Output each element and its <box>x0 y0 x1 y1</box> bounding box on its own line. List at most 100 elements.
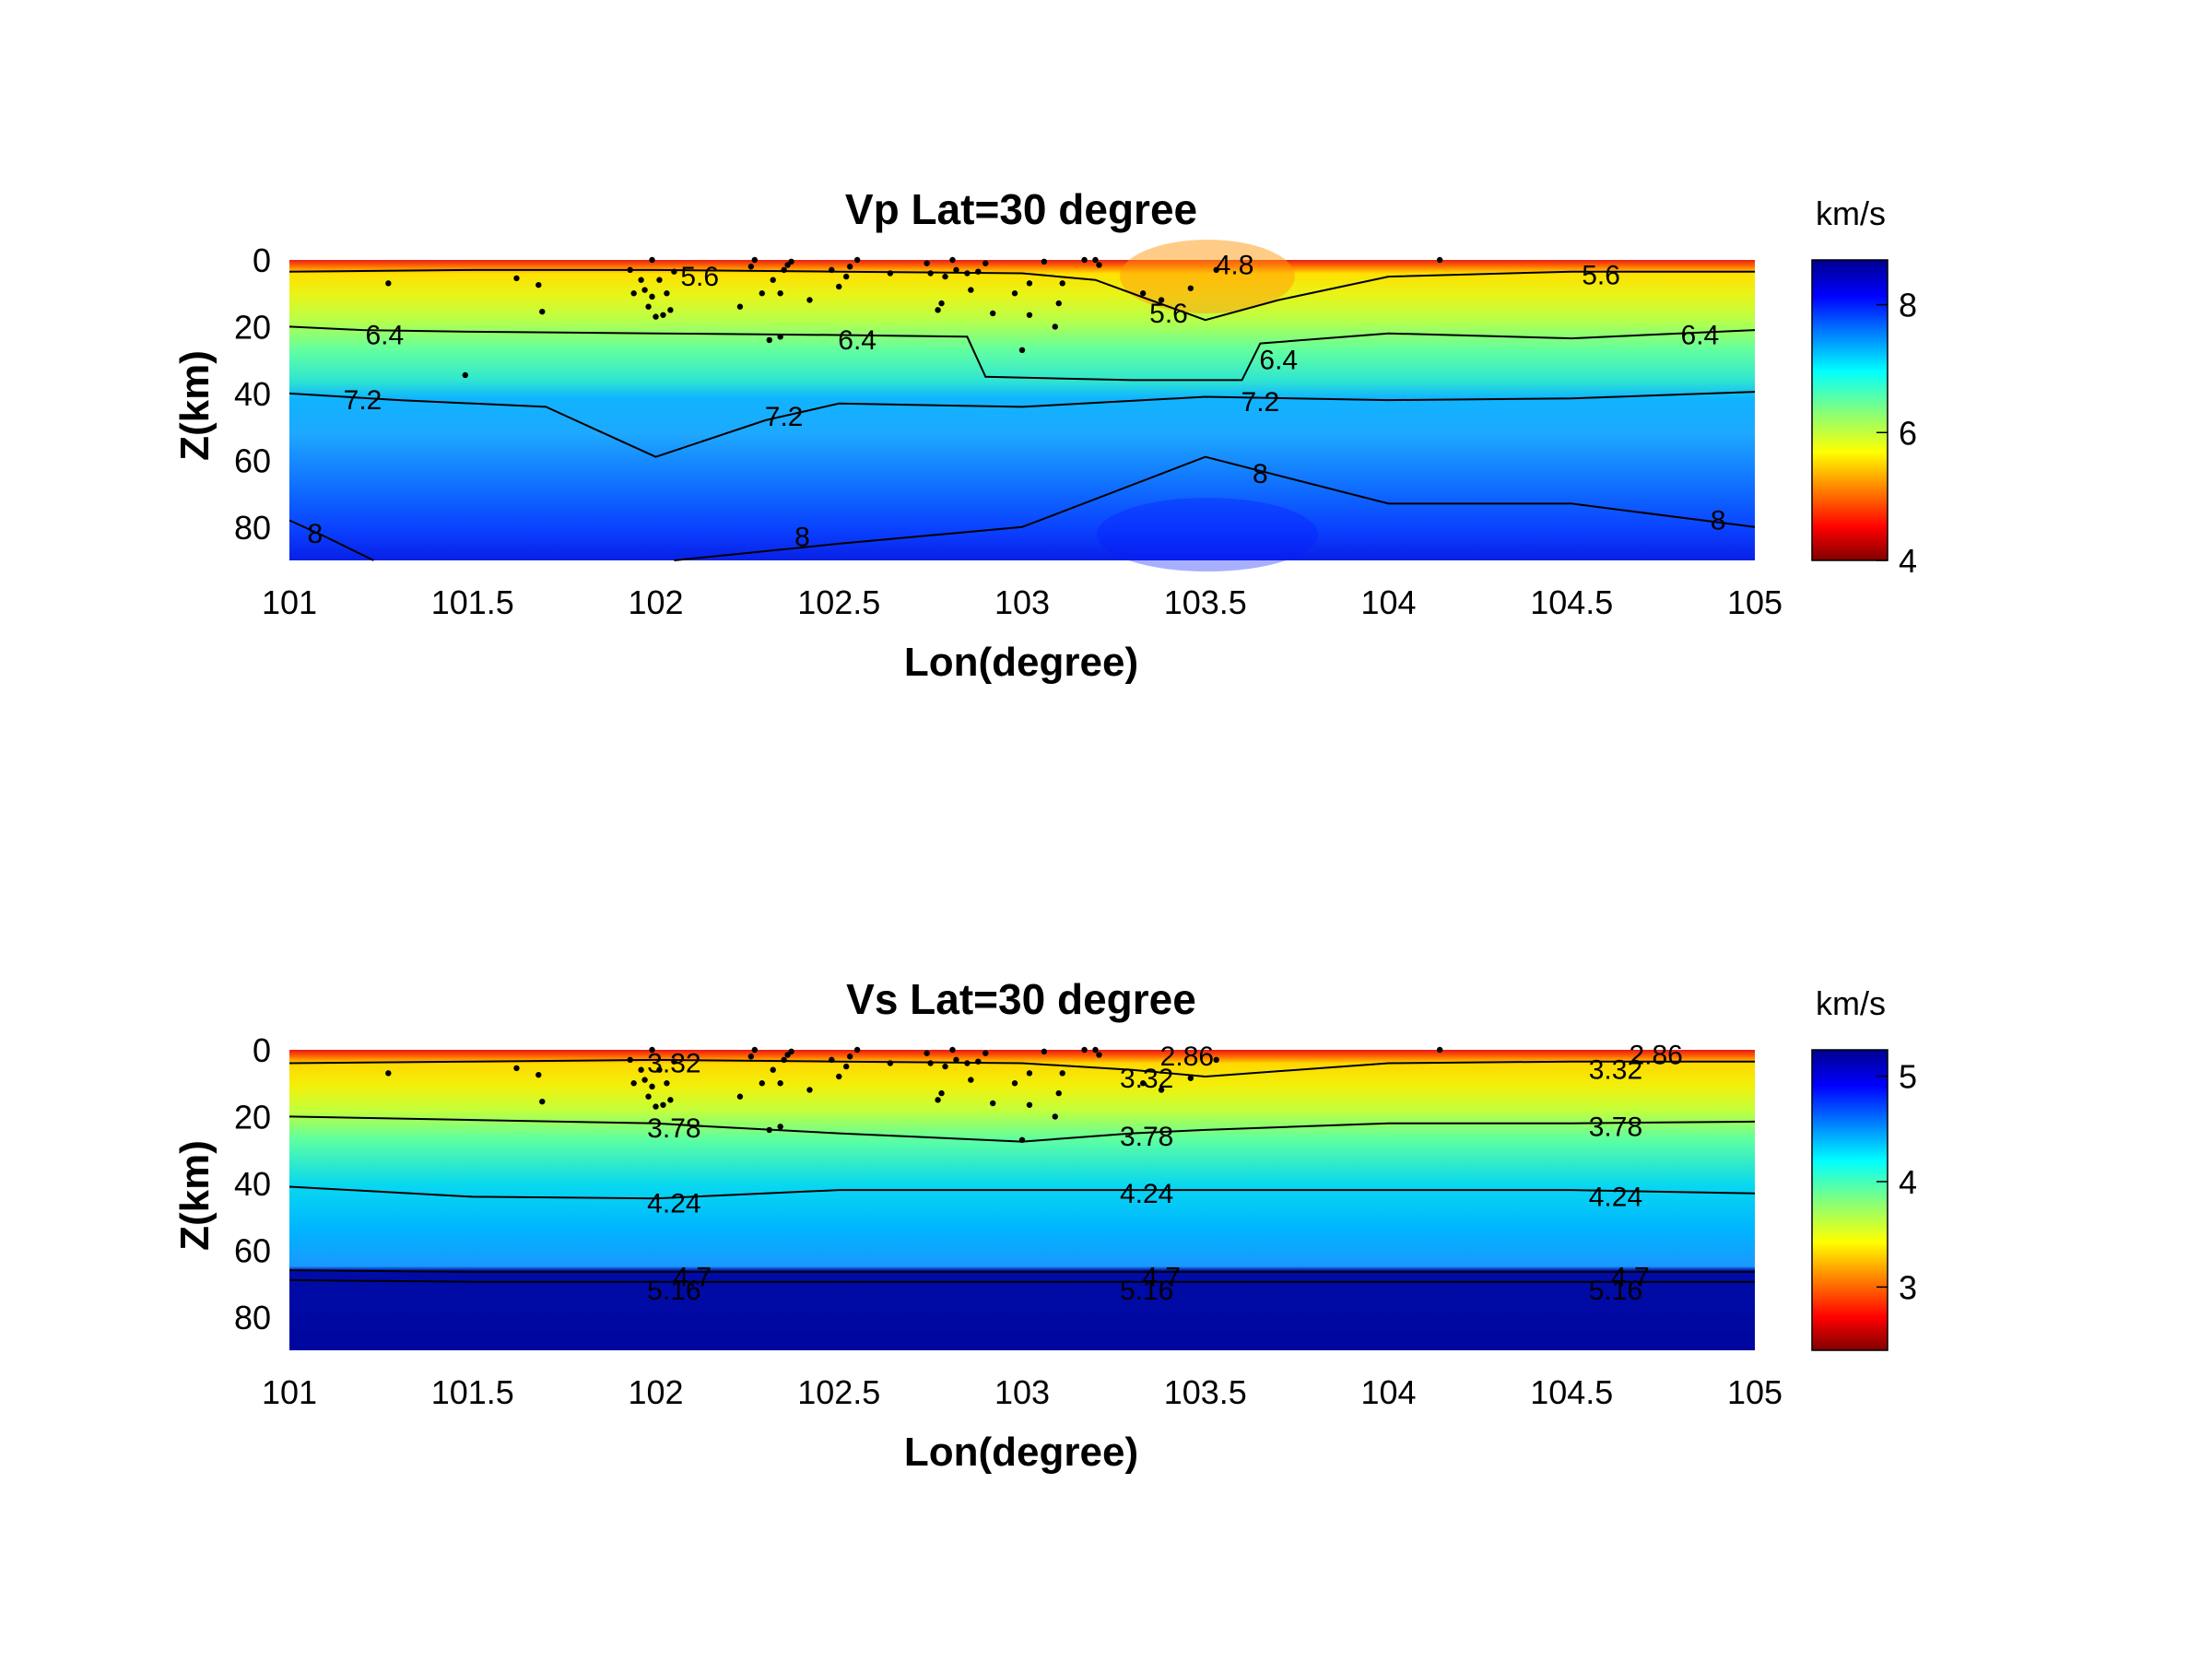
vp-event-point <box>968 287 974 293</box>
vs-x-tick-label: 102 <box>628 1373 683 1411</box>
vp-event-point <box>645 303 652 310</box>
vp-event-point <box>942 273 948 280</box>
vp-x-tick-label: 104.5 <box>1530 583 1613 621</box>
vs-event-point <box>667 1097 674 1103</box>
vs-contour-label: 4.7 <box>1142 1262 1181 1292</box>
vp-event-point <box>938 300 945 307</box>
vp-event-point <box>1436 256 1443 264</box>
vp-panel: Vp Lat=30 degree 5.6 5.6 5.6 4.8 6.4 6.4 6.4 6.… <box>172 185 1917 685</box>
vs-contour-line <box>288 1185 1756 1200</box>
vp-colorbar <box>1811 259 1888 561</box>
vp-colorbar-unit: km/s <box>1816 194 1886 232</box>
vs-event-point <box>968 1077 974 1083</box>
vs-y-tick-label: 20 <box>234 1098 271 1136</box>
vp-events <box>385 256 1443 379</box>
vp-event-point <box>1052 324 1058 330</box>
vp-event-point <box>747 264 755 270</box>
vs-event-point <box>777 1080 783 1087</box>
vp-event-point <box>1187 285 1194 291</box>
vp-event-point <box>751 256 759 264</box>
vp-low-velocity-anomaly <box>1120 240 1295 313</box>
vs-contour-line <box>288 1278 1755 1283</box>
vs-x-tick-label: 104 <box>1360 1373 1416 1411</box>
vs-event-point <box>736 1093 744 1100</box>
vp-event-point <box>1011 290 1018 297</box>
vs-event-point <box>535 1071 542 1078</box>
vp-event-point <box>1041 258 1048 265</box>
vp-event-point <box>539 308 546 315</box>
vp-x-tick-labels: 101 101.5 102 102.5 103 103.5 104 104.5 105 <box>262 583 1783 621</box>
vp-event-point <box>1213 266 1219 274</box>
vs-x-tick-label: 101 <box>262 1373 317 1411</box>
vs-events <box>385 1046 1443 1144</box>
vp-velocity-field <box>289 260 1755 560</box>
vs-y-tick-label: 40 <box>234 1165 271 1203</box>
vp-x-tick-label: 103.5 <box>1164 583 1247 621</box>
vs-velocity-field <box>289 1050 1755 1350</box>
vp-event-point <box>660 312 666 318</box>
vp-event-point <box>853 256 861 264</box>
vp-event-point <box>641 287 648 293</box>
vs-contour-label: 3.78 <box>1589 1112 1642 1142</box>
vs-event-point <box>1158 1087 1165 1093</box>
vs-x-tick-label: 103.5 <box>1164 1373 1247 1411</box>
vs-event-point <box>1092 1046 1099 1054</box>
vs-event-point <box>1055 1089 1062 1097</box>
vs-contour-labels: 3.323.323.322.862.863.783.783.784.244.24… <box>647 1040 1683 1305</box>
vs-event-point <box>982 1050 989 1056</box>
vp-event-point <box>462 371 468 379</box>
vp-contour-line <box>288 325 1756 382</box>
vp-event-point <box>513 275 520 282</box>
vs-contour-line <box>288 1058 1755 1078</box>
vs-colorbar-unit: km/s <box>1816 984 1886 1022</box>
vp-event-point <box>949 256 956 264</box>
vs-event-point <box>1011 1080 1018 1087</box>
vs-event-point <box>806 1087 813 1093</box>
vs-event-point <box>513 1065 520 1072</box>
vp-x-tick-label: 102 <box>628 583 683 621</box>
vp-y-tick-labels: 0 20 40 60 80 <box>234 241 271 547</box>
vs-y-tick-label: 80 <box>234 1299 271 1336</box>
vs-event-point <box>656 1066 663 1073</box>
vs-contour-label: 5.16 <box>1589 1276 1642 1306</box>
vp-y-tick-label: 0 <box>253 241 271 279</box>
vs-x-tick-labels: 101 101.5 102 102.5 103 103.5 104 104.5 105 <box>262 1373 1783 1411</box>
vs-event-point <box>788 1048 794 1055</box>
vp-event-point <box>649 293 655 300</box>
vp-contour-label: 5.6 <box>680 262 719 292</box>
vs-event-point <box>781 1056 787 1064</box>
vp-event-point <box>953 266 959 274</box>
vs-event-point <box>751 1046 759 1054</box>
vs-y-axis-label: Z(km) <box>172 1140 218 1251</box>
vs-event-point <box>645 1093 652 1100</box>
vp-event-point <box>627 266 633 274</box>
vs-contour-label: 3.78 <box>1120 1122 1173 1152</box>
vp-event-point <box>843 273 850 280</box>
vp-event-point <box>1096 262 1102 268</box>
vp-event-point <box>990 310 996 317</box>
vp-event-point <box>653 313 659 320</box>
vp-event-point <box>667 307 674 313</box>
vp-colorbar-ticks: 4 6 8 <box>1877 287 1917 580</box>
vs-event-point <box>990 1100 996 1107</box>
vp-contour-label: 7.2 <box>344 385 382 416</box>
vs-colorbar-tick-label: 4 <box>1899 1163 1917 1201</box>
vs-x-tick-label: 103 <box>994 1373 1050 1411</box>
vp-event-point <box>1026 280 1033 287</box>
vs-contour-label: 2.86 <box>1629 1040 1682 1070</box>
vs-event-point <box>949 1046 956 1054</box>
vp-x-tick-label: 103 <box>994 583 1050 621</box>
vp-x-tick-label: 102.5 <box>797 583 880 621</box>
vp-event-point <box>777 290 783 297</box>
vs-event-point <box>1436 1046 1443 1054</box>
vs-event-point <box>671 1058 677 1065</box>
vp-event-point <box>638 277 644 283</box>
vs-contour-label: 3.32 <box>1120 1064 1173 1094</box>
vs-contour-label: 3.78 <box>647 1113 700 1144</box>
vs-y-tick-label: 0 <box>253 1031 271 1069</box>
vp-x-tick-label: 105 <box>1727 583 1783 621</box>
vs-event-point <box>935 1097 941 1103</box>
vp-contour-label: 6.4 <box>365 321 404 351</box>
vp-event-point <box>935 307 941 313</box>
